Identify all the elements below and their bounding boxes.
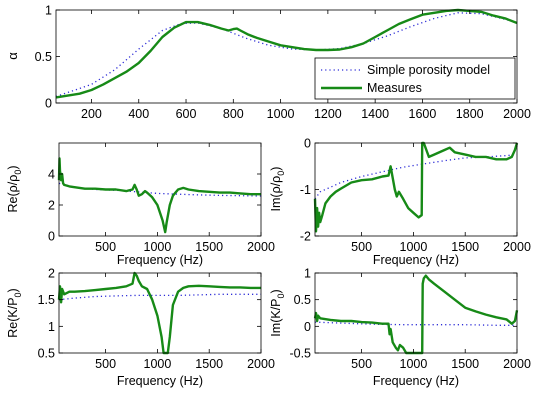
y-axis-label: α (5, 52, 20, 60)
y-tick-label: 2 (48, 199, 55, 213)
y-tick-label: 1 (45, 4, 52, 18)
y-axis-label: Im(K/P0) (269, 289, 286, 336)
y-axis-label: Re(K/P0) (6, 288, 23, 337)
x-tick-label: 1400 (361, 107, 389, 121)
y-axis-label-main: Im(ρ/ρ (269, 176, 283, 212)
x-tick-label: 1500 (195, 357, 223, 371)
y-tick-label: -0.5 (289, 347, 311, 361)
legend-box (314, 57, 516, 100)
y-tick-label: 0.5 (294, 293, 311, 307)
x-tick-label: 2000 (503, 240, 531, 254)
x-tick-label: 1600 (409, 107, 437, 121)
y-tick-label: 0 (45, 97, 52, 111)
x-tick-label: 2000 (503, 107, 531, 121)
plot-frame (314, 272, 518, 354)
x-tick-label: 500 (351, 240, 372, 254)
series-measures-line (57, 271, 261, 355)
y-axis-label-close: ) (6, 165, 20, 169)
plot-frame (58, 142, 262, 237)
x-tick-label: 500 (95, 240, 116, 254)
series-model-line (58, 293, 261, 301)
x-tick-label: 1000 (267, 107, 295, 121)
y-tick-label: -2 (300, 230, 311, 244)
x-tick-label: 1000 (144, 357, 172, 371)
x-tick-label: 2000 (247, 357, 275, 371)
x-tick-label: 1500 (195, 240, 223, 254)
chart-re-rho: 500 1000 1500 2000 0 2 4 Frequency (Hz) Re(ρ/ρ… (6, 142, 275, 267)
series-measures-line (313, 141, 519, 233)
x-tick-label: 2000 (247, 240, 275, 254)
y-tick-label: 1 (48, 320, 55, 334)
x-tick-label: 400 (128, 107, 149, 121)
x-tick-label: 500 (351, 357, 372, 371)
y-axis-label-sub: 0 (13, 170, 23, 175)
chart-im-rho: 500 1000 1500 2000 -2 -1 0 Frequency (Hz) Im(ρ… (269, 137, 531, 268)
y-tick-label: 0.5 (35, 50, 52, 64)
x-tick-label: 1000 (400, 240, 428, 254)
x-tick-label: 1800 (456, 107, 484, 121)
y-axis-label-close: ) (6, 288, 20, 292)
x-tick-label: 1500 (451, 240, 479, 254)
y-tick-label: 0 (304, 137, 311, 151)
x-tick-label: 500 (95, 357, 116, 371)
series-measures-line (55, 8, 518, 99)
legend-measures-label: Measures (367, 81, 422, 95)
series-measures-line (313, 274, 519, 355)
x-tick-label: 2000 (503, 357, 531, 371)
y-axis-label-sub: 0 (13, 292, 23, 297)
x-tick-label: 1500 (451, 357, 479, 371)
series-model-line (314, 321, 517, 326)
x-axis-label: Frequency (Hz) (373, 253, 459, 267)
y-axis-label: Im(ρ/ρ0) (269, 167, 286, 212)
x-axis-label: Frequency (Hz) (373, 374, 459, 388)
x-axis-label: Frequency (Hz) (117, 374, 203, 388)
x-axis-label: Frequency (Hz) (117, 253, 203, 267)
x-tick-label: 800 (223, 107, 244, 121)
series-measures-line (57, 157, 261, 234)
y-axis-label-close: ) (269, 289, 283, 293)
chart-re-k: 500 1000 1500 2000 0.5 1 1.5 2 Frequency (Hz) R… (6, 267, 275, 389)
y-tick-label: -1 (300, 183, 311, 197)
y-tick-label: 0.5 (38, 347, 55, 361)
series-model-line (55, 12, 518, 98)
chart-im-k: 500 1000 1500 2000-0.500.51 Frequency (Hz) … (269, 267, 531, 389)
x-tick-label: 200 (81, 107, 102, 121)
y-tick-label: 0 (48, 230, 55, 244)
legend-model-label: Simple porosity model (367, 63, 490, 77)
y-tick-label: 1 (304, 267, 311, 281)
x-tick-label: 1200 (314, 107, 342, 121)
y-axis-label-main: Im(K/P (269, 298, 283, 336)
y-axis-label-sub: 0 (276, 171, 286, 176)
y-tick-label: 1.5 (38, 293, 55, 307)
y-tick-label: 0 (304, 320, 311, 334)
x-tick-label: 1000 (400, 357, 428, 371)
legend: Simple porosity model Measures (314, 57, 516, 100)
chart-alpha: 200 400 600 800 1000 1200 1400 1600 1800 2000 0 0.5… (5, 4, 531, 122)
y-axis-label-sub: 0 (276, 293, 286, 298)
y-axis-label-close: ) (269, 167, 283, 171)
plot-frame (58, 272, 262, 354)
y-axis-label-main: Re(K/P (6, 297, 20, 337)
y-axis-label-main: Re(ρ/ρ (6, 175, 20, 213)
y-axis-label: Re(ρ/ρ0) (6, 165, 23, 212)
y-tick-label: 4 (48, 168, 55, 182)
y-tick-label: 2 (48, 267, 55, 281)
x-tick-label: 1000 (144, 240, 172, 254)
series-model-line (314, 153, 518, 200)
x-tick-label: 600 (176, 107, 197, 121)
